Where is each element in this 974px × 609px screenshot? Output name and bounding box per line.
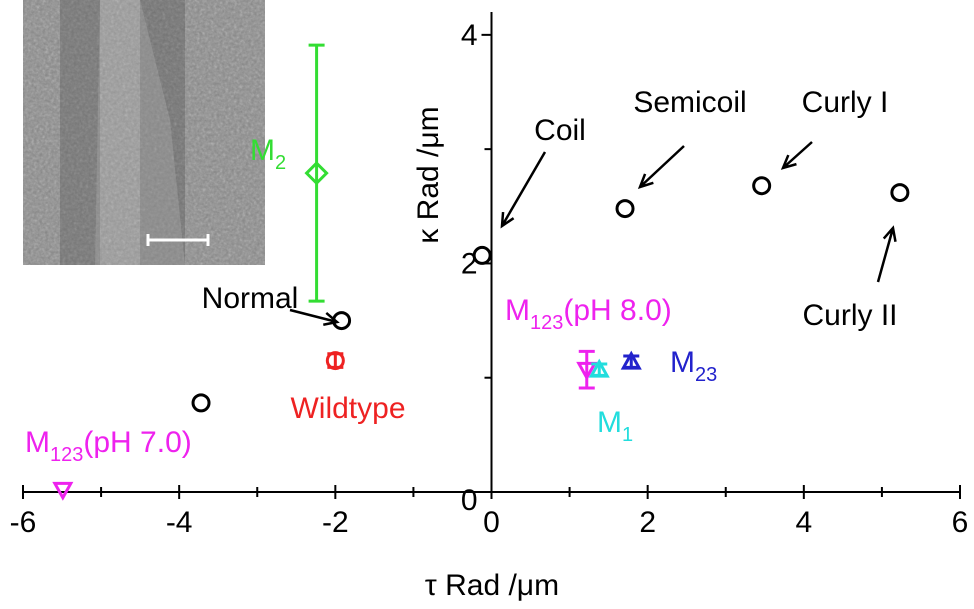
point [55, 483, 71, 497]
series-label: M1 [597, 406, 633, 446]
chart: τ Rad /μm κ Rad /μm -6 -4 -2 0 2 4 6 0 2 4 Coil Sem… [0, 0, 974, 609]
annotation-arrow [290, 310, 337, 325]
y-tick-label: 4 [461, 19, 478, 52]
annotation-arrow [640, 146, 684, 187]
annotation-arrow [878, 228, 895, 282]
annotation: Normal [202, 282, 299, 315]
series-label-part: (pH 7.0) [83, 426, 191, 459]
series-label-part: M [670, 346, 695, 379]
x-tick-label: 4 [795, 506, 812, 539]
annotation-arrow [783, 142, 812, 168]
point [193, 395, 209, 411]
series-label-part: Wildtype [290, 392, 405, 425]
series-label: M23 [670, 346, 717, 386]
x-tick-label: 6 [952, 506, 969, 539]
series-label-part: 123 [530, 312, 563, 334]
point [754, 178, 770, 194]
annotation-arrow [502, 152, 545, 226]
x-axis-label: τ Rad /μm [425, 569, 559, 602]
x-tick-label: -4 [166, 506, 193, 539]
x-tick-label: 0 [483, 506, 500, 539]
annotation: Curly I [802, 86, 889, 119]
x-tick-label: 2 [639, 506, 656, 539]
series-label: Wildtype [290, 392, 405, 425]
error-bar [309, 45, 325, 301]
x-tick-label: -6 [10, 506, 37, 539]
y-axis-label: κ Rad /μm [412, 106, 445, 243]
point [617, 201, 633, 217]
series-label-part: 2 [275, 152, 286, 174]
series-label: M123(pH 7.0) [25, 426, 192, 466]
x-tick-label: -2 [322, 506, 349, 539]
annotation: Semicoil [633, 86, 746, 119]
y-tick-label: 0 [461, 484, 478, 517]
series-label-part: 23 [695, 364, 717, 386]
series-label-part: (pH 8.0) [563, 294, 671, 327]
series-label-part: M [250, 134, 275, 167]
series-label-part: M [505, 294, 530, 327]
series-label: M123(pH 8.0) [505, 294, 672, 334]
series-label-part: 1 [622, 424, 633, 446]
series-label-part: M [25, 426, 50, 459]
point [892, 185, 908, 201]
inset-image [23, 0, 265, 265]
annotation: Curly II [802, 299, 897, 332]
annotation: Coil [534, 114, 586, 147]
series-label-part: 123 [50, 444, 83, 466]
series-label-part: M [597, 406, 622, 439]
